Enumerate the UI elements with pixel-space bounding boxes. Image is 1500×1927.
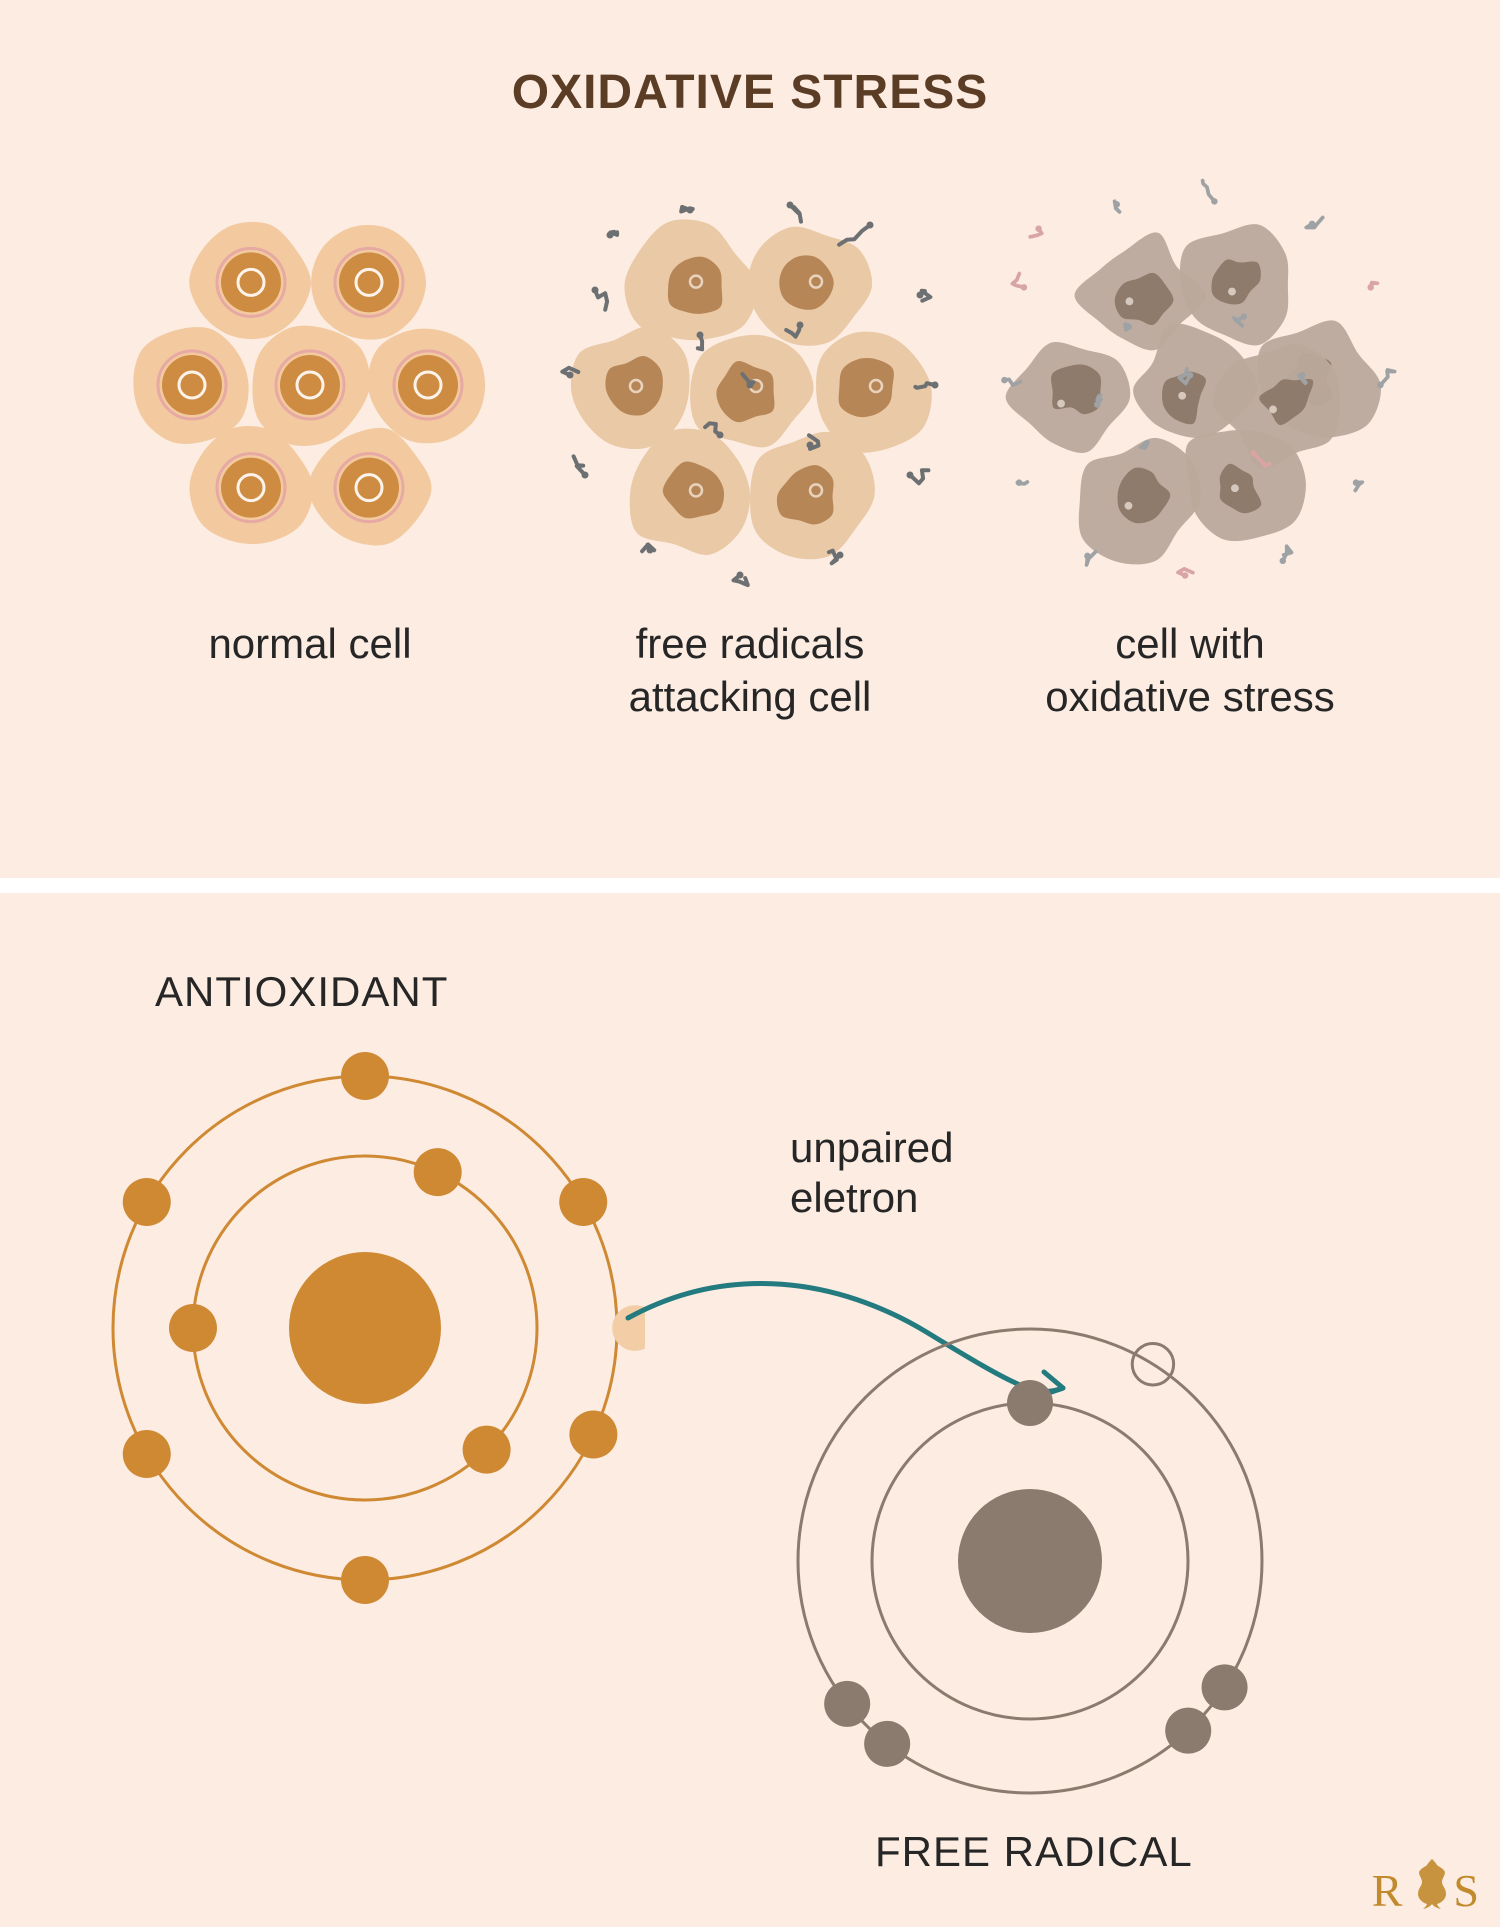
attacked-cell-diagram [540,170,960,600]
normal-cell-svg [110,185,510,585]
main-title: OXIDATIVE STRESS [60,65,1440,120]
antioxidant-label: ANTIOXIDANT [155,968,448,1016]
attacked-cell-svg [540,175,960,595]
stressed-cell-column: cell withoxidative stress [980,170,1400,723]
stressed-cell-svg [980,175,1400,595]
stressed-cell-diagram [980,170,1400,600]
logo-letter-r: R [1372,1864,1406,1917]
unpaired-electron-label: unpairedeletron [790,1123,953,1224]
antioxidant-atom-svg [85,1048,645,1608]
logo-lion-icon [1407,1857,1451,1919]
free-radical-atom-svg [770,1301,1290,1821]
cell-cluster-row: normal cell free radicalsattacking cell [60,170,1440,723]
attacked-cell-column: free radicalsattacking cell [540,170,960,723]
oxidative-stress-panel: OXIDATIVE STRESS normal cell free r [0,0,1500,878]
attacked-cell-label: free radicalsattacking cell [540,618,960,723]
free-radical-label: FREE RADICAL [875,1828,1193,1876]
panel-divider [0,878,1500,893]
logo-letter-s: S [1453,1864,1482,1917]
normal-cell-diagram [100,170,520,600]
antioxidant-panel: ANTIOXIDANT unpairedeletron FREE RADICAL… [0,893,1500,1927]
normal-cell-column: normal cell [100,170,520,671]
brand-logo: R S [1372,1855,1482,1917]
stressed-cell-label: cell withoxidative stress [980,618,1400,723]
page: OXIDATIVE STRESS normal cell free r [0,0,1500,1927]
antioxidant-atom-diagram [85,1048,645,1608]
free-radical-atom-diagram [770,1301,1290,1821]
normal-cell-label: normal cell [100,618,520,671]
